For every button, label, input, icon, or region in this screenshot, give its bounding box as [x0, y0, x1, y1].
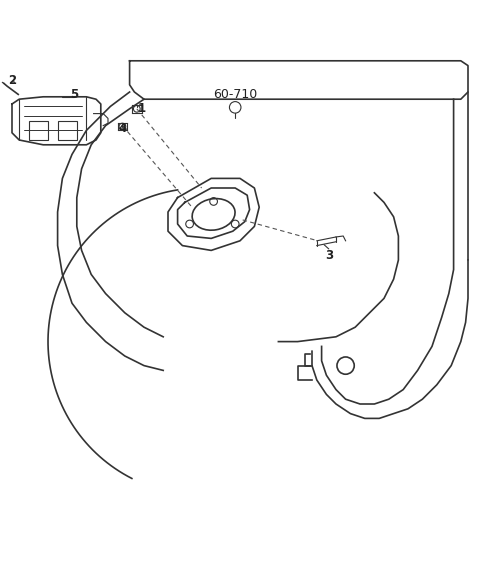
Text: 60-710: 60-710: [213, 88, 257, 101]
Text: 1: 1: [138, 102, 145, 115]
Bar: [29, 121, 48, 140]
Text: 4: 4: [118, 122, 127, 135]
Text: 5: 5: [70, 88, 79, 101]
Text: 3: 3: [325, 249, 333, 262]
Text: 2: 2: [8, 73, 16, 86]
Bar: [58, 121, 77, 140]
